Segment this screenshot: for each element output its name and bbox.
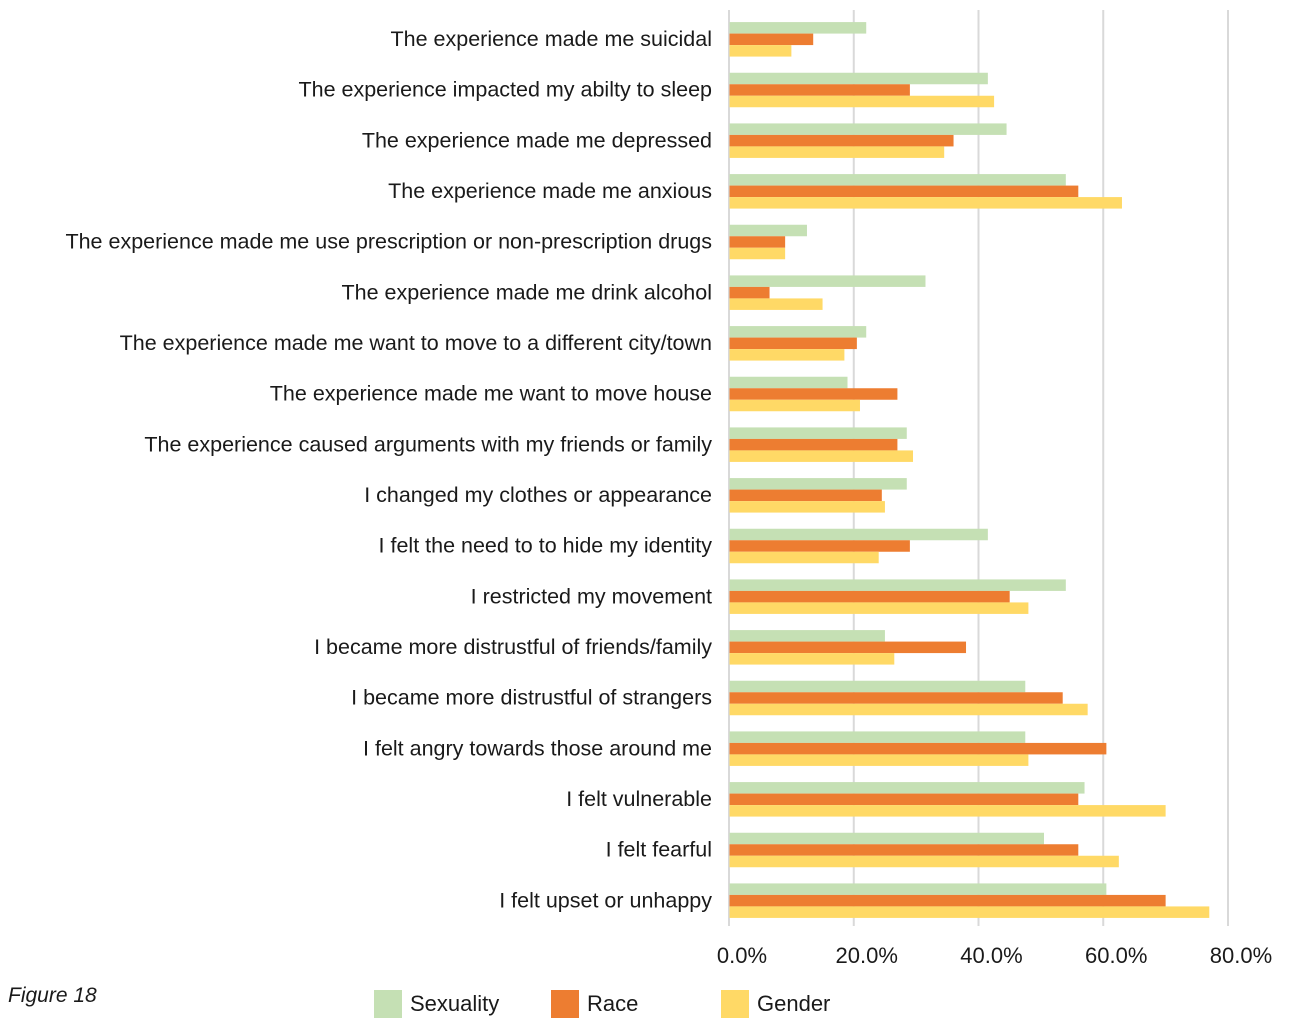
category-label: The experience made me use prescription … bbox=[65, 230, 712, 254]
bar-sexuality bbox=[729, 275, 926, 287]
bar-sexuality bbox=[729, 883, 1107, 895]
bar-race bbox=[729, 590, 1010, 603]
x-tick-label: 0.0% bbox=[717, 943, 767, 968]
bar-race bbox=[729, 489, 882, 502]
bar-race bbox=[729, 894, 1166, 907]
bar-sexuality bbox=[729, 224, 807, 237]
bar-gender bbox=[729, 298, 823, 310]
category-label: The experience made me want to move to a… bbox=[120, 331, 712, 355]
bar-sexuality bbox=[729, 478, 907, 490]
bar-sexuality bbox=[729, 123, 1007, 135]
category-label: The experience made me drink alcohol bbox=[342, 280, 712, 304]
category-label: I became more distrustful of strangers bbox=[351, 686, 712, 710]
category-label: The experience made me want to move hous… bbox=[270, 382, 712, 406]
bar-race bbox=[729, 793, 1079, 806]
bar-gender bbox=[729, 349, 845, 361]
legend-swatch-race bbox=[551, 990, 579, 1018]
bar-race bbox=[729, 540, 910, 552]
x-tick-label: 60.0% bbox=[1085, 943, 1147, 968]
bars bbox=[728, 10, 1210, 926]
bar-race bbox=[729, 134, 954, 147]
bar-gender bbox=[729, 399, 860, 412]
category-label: The experience impacted my abilty to sle… bbox=[299, 78, 713, 102]
category-label: The experience caused arguments with my … bbox=[144, 432, 712, 456]
bar-gender bbox=[729, 906, 1210, 918]
category-label: I changed my clothes or appearance bbox=[364, 483, 712, 507]
legend-label-gender: Gender bbox=[757, 991, 831, 1016]
legend-swatch-sexuality bbox=[374, 990, 402, 1018]
legend-item-race: Race bbox=[551, 988, 638, 1020]
bar-gender bbox=[729, 45, 792, 57]
bar-race bbox=[729, 388, 898, 400]
legend-label-race: Race bbox=[587, 991, 639, 1016]
bar-sexuality bbox=[729, 376, 848, 389]
bar-gender bbox=[729, 653, 895, 665]
bar-gender bbox=[729, 501, 885, 513]
category-label: The experience made me anxious bbox=[388, 179, 712, 203]
bar-race bbox=[729, 84, 910, 96]
bar-race bbox=[729, 844, 1079, 856]
bar-sexuality bbox=[729, 326, 867, 338]
category-label: I felt fearful bbox=[606, 838, 712, 862]
bar-race bbox=[729, 286, 770, 299]
bar-sexuality bbox=[729, 427, 907, 439]
bar-sexuality bbox=[729, 528, 988, 541]
legend-swatch-gender bbox=[721, 990, 749, 1018]
x-tick-label: 40.0% bbox=[960, 943, 1022, 968]
bar-gender bbox=[729, 95, 995, 108]
category-label: I restricted my movement bbox=[471, 584, 712, 608]
x-tick-label: 20.0% bbox=[836, 943, 898, 968]
category-label: I became more distrustful of friends/fam… bbox=[314, 635, 712, 659]
bar-gender bbox=[729, 855, 1119, 868]
bar-gender bbox=[729, 754, 1029, 766]
category-label: The experience made me suicidal bbox=[391, 27, 712, 51]
figure-caption: Figure 18 bbox=[8, 984, 97, 1007]
bar-gender bbox=[729, 703, 1088, 716]
category-label: I felt upset or unhappy bbox=[499, 888, 712, 912]
bar-sexuality bbox=[729, 832, 1044, 845]
bar-sexuality bbox=[729, 630, 885, 642]
bar-race bbox=[729, 33, 814, 46]
bar-sexuality bbox=[729, 174, 1066, 186]
x-tick-labels: 0.0% 20.0% 40.0% 60.0% 80.0% bbox=[717, 943, 1272, 968]
category-label: I felt angry towards those around me bbox=[363, 736, 712, 760]
bar-sexuality bbox=[729, 731, 1026, 743]
category-labels: The experience made me suicidal The exper… bbox=[65, 27, 712, 912]
bar-gender bbox=[729, 247, 786, 260]
bar-gender bbox=[729, 197, 1122, 209]
bar-race bbox=[729, 236, 786, 248]
bar-race bbox=[729, 438, 898, 451]
bar-race bbox=[729, 641, 967, 654]
bar-sexuality bbox=[729, 680, 1026, 693]
bar-race bbox=[729, 185, 1079, 198]
legend-item-sexuality: Sexuality bbox=[374, 988, 499, 1020]
category-label: I felt vulnerable bbox=[566, 787, 712, 811]
x-tick-label: 80.0% bbox=[1210, 943, 1272, 968]
bar-race bbox=[729, 337, 857, 350]
bar-race bbox=[729, 742, 1107, 755]
legend-item-gender: Gender bbox=[721, 988, 830, 1020]
bar-sexuality bbox=[729, 782, 1085, 794]
bar-gender bbox=[729, 551, 879, 564]
bar-race bbox=[729, 692, 1063, 704]
category-label: I felt the need to to hide my identity bbox=[379, 534, 713, 558]
bar-gender bbox=[729, 450, 914, 462]
legend-label-sexuality: Sexuality bbox=[410, 991, 500, 1016]
bar-gender bbox=[729, 805, 1166, 817]
bar-sexuality bbox=[729, 22, 867, 34]
bar-sexuality bbox=[729, 579, 1066, 591]
bar-sexuality bbox=[729, 72, 988, 85]
category-label: The experience made me depressed bbox=[362, 128, 712, 152]
bar-gender bbox=[729, 146, 945, 158]
bar-gender bbox=[729, 602, 1029, 614]
